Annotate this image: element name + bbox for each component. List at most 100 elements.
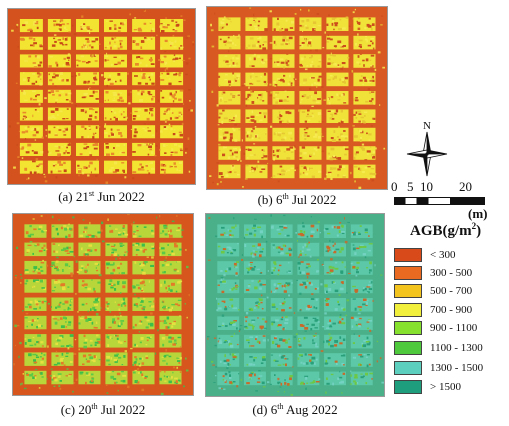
- raster-speckle: [40, 215, 43, 217]
- raster-speckle: [80, 265, 84, 268]
- raster-speckle: [61, 23, 65, 26]
- raster-speckle: [223, 359, 228, 363]
- raster-speckle: [174, 129, 176, 131]
- raster-speckle: [257, 38, 261, 40]
- raster-speckle: [91, 377, 95, 380]
- raster-speckle: [35, 356, 40, 358]
- raster-speckle: [249, 336, 254, 338]
- raster-speckle: [152, 96, 156, 98]
- raster-speckle: [109, 20, 113, 22]
- raster-speckle: [258, 298, 261, 300]
- raster-speckle: [39, 82, 43, 86]
- raster-speckle: [83, 82, 87, 84]
- raster-speckle: [265, 133, 267, 135]
- legend-swatch: [394, 361, 422, 375]
- raster-speckle: [306, 272, 310, 276]
- raster-speckle: [35, 279, 40, 282]
- raster-speckle: [336, 362, 338, 366]
- raster-speckle: [66, 79, 69, 82]
- raster-speckle: [360, 116, 364, 119]
- raster-speckle: [161, 164, 166, 167]
- raster-speckle: [62, 64, 65, 67]
- raster-speckle: [224, 340, 227, 342]
- raster-speckle: [251, 252, 253, 254]
- raster-speckle: [94, 99, 98, 101]
- raster-speckle: [122, 22, 125, 26]
- raster-speckle: [34, 22, 39, 25]
- raster-speckle: [337, 157, 342, 160]
- field-plot: [159, 315, 182, 330]
- raster-speckle: [371, 77, 373, 80]
- raster-speckle: [109, 118, 112, 120]
- raster-speckle: [361, 171, 365, 173]
- raster-speckle: [140, 371, 142, 374]
- raster-speckle: [305, 266, 309, 269]
- raster-speckle: [142, 250, 145, 253]
- raster-speckle: [135, 43, 140, 46]
- raster-speckle: [283, 170, 286, 173]
- raster-speckle: [366, 364, 369, 368]
- raster-speckle: [332, 382, 334, 386]
- raster-speckle: [321, 150, 324, 153]
- raster-speckle: [167, 230, 170, 232]
- raster-speckle: [154, 154, 157, 157]
- raster-speckle: [320, 283, 323, 286]
- raster-speckle: [224, 146, 227, 149]
- raster-speckle: [124, 233, 129, 236]
- raster-speckle: [59, 43, 63, 45]
- raster-speckle: [251, 130, 253, 133]
- raster-speckle: [50, 368, 53, 370]
- raster-speckle: [224, 270, 228, 273]
- raster-speckle: [119, 242, 123, 245]
- raster-speckle: [263, 112, 267, 115]
- field-plot: [353, 127, 376, 142]
- raster-speckle: [186, 316, 188, 319]
- raster-speckle: [261, 149, 264, 151]
- raster-speckle: [52, 162, 56, 166]
- raster-speckle: [279, 303, 282, 305]
- legend-label: < 300: [430, 249, 456, 261]
- raster-speckle: [281, 285, 284, 288]
- raster-speckle: [357, 323, 362, 327]
- raster-speckle: [61, 352, 64, 356]
- raster-speckle: [76, 59, 79, 61]
- raster-speckle: [94, 304, 98, 306]
- raster-speckle: [369, 261, 372, 265]
- raster-speckle: [313, 306, 315, 309]
- raster-speckle: [288, 346, 292, 348]
- raster-speckle: [251, 267, 255, 271]
- field-plot: [76, 142, 99, 156]
- raster-speckle: [171, 282, 175, 286]
- raster-speckle: [147, 153, 150, 156]
- raster-speckle: [111, 152, 115, 156]
- raster-speckle: [310, 298, 315, 300]
- raster-speckle: [123, 21, 126, 24]
- raster-speckle: [252, 55, 255, 57]
- raster-speckle: [368, 284, 372, 287]
- raster-speckle: [57, 282, 61, 284]
- raster-speckle: [283, 287, 285, 289]
- raster-speckle: [354, 307, 357, 311]
- raster-speckle: [67, 306, 70, 310]
- raster-speckle: [279, 58, 284, 61]
- raster-speckle: [92, 132, 95, 136]
- raster-speckle: [120, 22, 123, 25]
- raster-speckle: [87, 174, 90, 177]
- raster-speckle: [304, 132, 308, 134]
- raster-speckle: [278, 264, 282, 267]
- raster-speckle: [278, 26, 281, 28]
- raster-speckle: [317, 83, 321, 86]
- raster-speckle: [298, 354, 303, 357]
- raster-speckle: [178, 47, 181, 50]
- raster-speckle: [365, 356, 368, 358]
- raster-speckle: [324, 284, 328, 288]
- raster-speckle: [18, 157, 21, 159]
- raster-speckle: [106, 153, 110, 156]
- raster-speckle: [55, 354, 59, 357]
- raster-speckle: [185, 73, 188, 76]
- raster-speckle: [255, 336, 258, 339]
- raster-speckle: [224, 306, 227, 309]
- raster-speckle: [341, 231, 345, 233]
- raster-speckle: [150, 63, 155, 65]
- raster-speckle: [247, 148, 252, 151]
